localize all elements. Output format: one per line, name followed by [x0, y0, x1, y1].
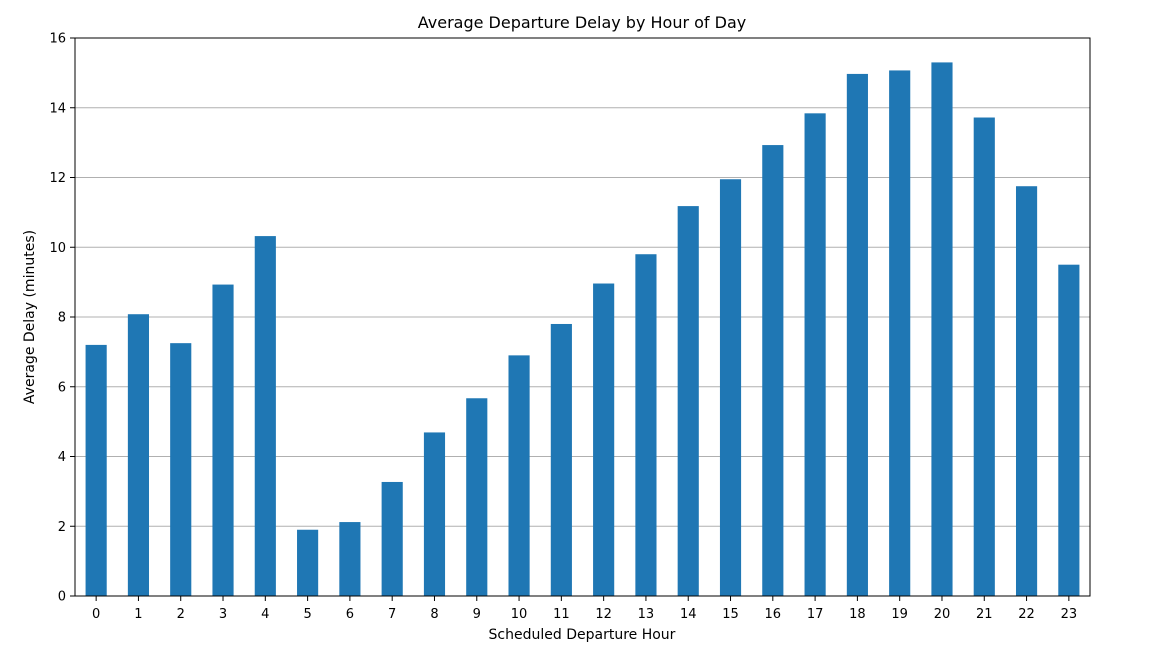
- y-tick-label: 12: [49, 171, 66, 186]
- bar-hour-12: [593, 283, 615, 596]
- bar-hour-7: [381, 481, 403, 596]
- x-tick-label: 2: [177, 607, 185, 622]
- bar-hour-5: [297, 529, 319, 596]
- y-tick-label: 14: [49, 101, 66, 116]
- bar-hour-8: [423, 432, 446, 596]
- bar-hour-6: [339, 522, 361, 596]
- x-tick-label: 14: [680, 607, 697, 622]
- bar-hour-18: [846, 73, 868, 596]
- bars: [85, 62, 1080, 597]
- y-tick-label: 6: [58, 380, 66, 395]
- y-tick-label: 8: [58, 311, 66, 326]
- y-tick-label: 0: [58, 590, 66, 605]
- bar-hour-20: [931, 62, 953, 597]
- x-tick-label: 5: [303, 607, 311, 622]
- x-tick-label: 13: [638, 607, 655, 622]
- x-tick-label: 17: [807, 607, 824, 622]
- x-axis-ticks: 0 1 2 3 4 5 6 7 8 9 10 11 12 13 14 15 16 17 18 19 20 21 22 23: [92, 596, 1077, 622]
- y-tick-label: 16: [49, 32, 66, 47]
- bar-hour-22: [1015, 186, 1038, 596]
- bar-hour-21: [973, 117, 995, 596]
- bar-hour-11: [550, 323, 572, 596]
- x-tick-label: 18: [849, 607, 866, 622]
- x-tick-label: 20: [934, 607, 951, 622]
- x-tick-label: 4: [261, 607, 269, 622]
- x-tick-label: 10: [511, 607, 528, 622]
- y-tick-label: 10: [49, 241, 66, 256]
- bar-hour-1: [127, 314, 150, 596]
- x-tick-label: 3: [219, 607, 227, 622]
- bar-hour-9: [466, 398, 488, 596]
- bar-hour-17: [804, 113, 826, 596]
- bar-hour-10: [508, 355, 530, 596]
- x-tick-label: 11: [553, 607, 570, 622]
- x-tick-label: 16: [765, 607, 782, 622]
- y-tick-label: 2: [58, 520, 66, 535]
- x-tick-label: 21: [976, 607, 993, 622]
- x-tick-label: 22: [1018, 607, 1035, 622]
- x-tick-label: 15: [722, 607, 739, 622]
- bar-hour-23: [1058, 264, 1080, 596]
- x-tick-label: 23: [1061, 607, 1078, 622]
- bar-hour-4: [254, 236, 276, 596]
- x-tick-label: 0: [92, 607, 100, 622]
- bar-hour-16: [762, 145, 784, 596]
- x-tick-label: 9: [473, 607, 481, 622]
- bar-hour-15: [719, 179, 742, 596]
- chart-title: Average Departure Delay by Hour of Day: [418, 13, 746, 32]
- x-tick-label: 8: [430, 607, 438, 622]
- x-tick-label: 19: [891, 607, 908, 622]
- x-tick-label: 6: [346, 607, 354, 622]
- bar-hour-2: [170, 343, 192, 596]
- bar-hour-0: [85, 344, 107, 596]
- grid-lines: [75, 107, 1090, 527]
- bar-hour-13: [635, 254, 657, 596]
- bar-hour-3: [212, 284, 234, 596]
- y-tick-label: 4: [58, 450, 66, 465]
- x-tick-label: 7: [388, 607, 396, 622]
- x-tick-label: 12: [595, 607, 612, 622]
- y-axis-ticks: 0 2 4 6 8 10 12 14 16: [49, 32, 75, 605]
- x-axis-label: Scheduled Departure Hour: [489, 627, 676, 643]
- bar-hour-14: [677, 206, 699, 596]
- bar-hour-19: [889, 70, 911, 597]
- y-axis-label: Average Delay (minutes): [22, 230, 38, 404]
- x-tick-label: 1: [134, 607, 142, 622]
